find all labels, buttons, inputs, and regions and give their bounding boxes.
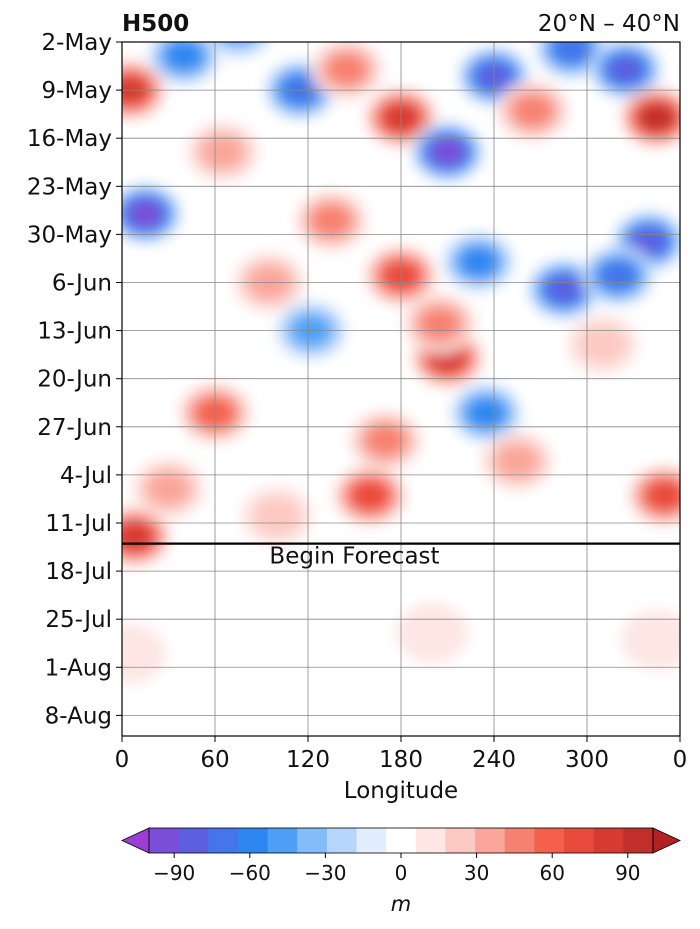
colorbar-segment-5 — [297, 828, 328, 853]
y-tick-label-7: 20-Jun — [37, 367, 112, 393]
y-tick-label-13: 1-Aug — [45, 655, 112, 681]
y-tick-label-0: 2-May — [42, 30, 112, 56]
colorbar-segment-7 — [356, 828, 387, 853]
colorbar-tick-label-6: 90 — [615, 861, 640, 885]
y-tick-label-8: 27-Jun — [37, 415, 112, 441]
colorbar-segment-14 — [564, 828, 595, 853]
x-tick-label-2: 120 — [286, 747, 330, 773]
colorbar-segment-9 — [415, 828, 446, 853]
anomaly-blob-16-level-5 — [460, 247, 497, 276]
colorbar-segment-10 — [445, 828, 476, 853]
anomaly-blob-26-level-4 — [366, 425, 405, 456]
title-right: 20°N – 40°N — [538, 11, 680, 37]
anomaly-blob-36-level-1 — [396, 602, 468, 663]
x-tick-label-0: 0 — [115, 747, 130, 773]
anomaly-blob-29-level-6 — [646, 482, 680, 509]
y-axis-ticks: 2-May 9-May 16-May 23-May 30-May 6-Jun 13-Jun 2… — [27, 30, 122, 729]
anomaly-blob-15-level-4 — [311, 205, 351, 236]
anomaly-blob-1-level-8 — [128, 201, 162, 227]
y-tick-label-11: 18-Jul — [45, 559, 112, 585]
anomaly-blob-12-level-8 — [640, 105, 674, 131]
colorbar-segment-3 — [237, 828, 269, 853]
anomaly-blob-10-level-6 — [553, 42, 590, 63]
colorbar-segment-8 — [386, 828, 417, 853]
colorbar-tick-label-4: 30 — [464, 861, 489, 885]
anomaly-blob-9-level-4 — [513, 95, 553, 126]
x-tick-label-5: 300 — [565, 747, 609, 773]
colorbar-segment-15 — [593, 828, 624, 853]
colorbar-segment-0 — [149, 828, 180, 853]
anomaly-blob-30-level-3 — [495, 444, 539, 478]
anomaly-blob-18-level-7 — [631, 228, 667, 255]
anomaly-blob-32-level-2 — [577, 324, 628, 365]
colorbar-segment-6 — [326, 828, 358, 853]
colorbar-segment-12 — [504, 828, 535, 853]
x-tick-label-4: 240 — [472, 747, 516, 773]
y-tick-label-6: 13-Jun — [37, 319, 112, 345]
anomaly-blob-5-level-4 — [327, 54, 367, 85]
colorbar-segment-1 — [178, 828, 209, 853]
colorbar-segment-2 — [208, 828, 239, 853]
anomaly-blob-13-level-3 — [201, 135, 245, 169]
anomaly-blob-11-level-7 — [608, 56, 643, 83]
anomaly-blob-3-level-3 — [220, 42, 257, 49]
colorbar-tick-label-2: −30 — [304, 861, 346, 885]
colorbar-segment-16 — [623, 828, 654, 853]
colorbar-label: m — [391, 892, 411, 916]
anomaly-blob-31-level-2 — [252, 496, 302, 537]
grid — [122, 42, 680, 736]
y-tick-label-2: 16-May — [27, 126, 112, 152]
anomaly-field — [122, 42, 680, 684]
colorbar-segment-4 — [267, 828, 298, 853]
colorbar-tick-label-5: 60 — [539, 861, 564, 885]
colorbar-tick-label-3: 0 — [395, 861, 408, 885]
y-tick-label-12: 25-Jul — [45, 607, 112, 633]
y-tick-label-10: 11-Jul — [45, 511, 112, 537]
y-tick-label-1: 9-May — [42, 78, 112, 104]
y-tick-label-9: 4-Jul — [60, 463, 112, 489]
anomaly-blob-2-level-5 — [165, 42, 203, 70]
colorbar-tick-label-0: −90 — [153, 861, 195, 885]
anomaly-blob-22-level-4 — [420, 308, 460, 339]
anomaly-blob-35-level-1 — [620, 609, 680, 670]
forecast-label: Begin Forecast — [269, 544, 439, 570]
x-axis-ticks: 0 60 120 180 240 300 0 — [115, 736, 688, 773]
anomaly-blob-33-level-3 — [147, 471, 190, 506]
colorbar-segment-13 — [534, 828, 565, 853]
anomaly-blob-34-level-1 — [122, 623, 166, 684]
anomaly-blob-17-level-7 — [546, 276, 581, 303]
colorbar-extend-low — [121, 827, 150, 854]
anomaly-blob-19-level-6 — [600, 262, 636, 289]
colorbar-segment-11 — [475, 828, 506, 853]
colorbar: −90 −60 −30 0 30 60 90 — [121, 827, 681, 885]
x-axis-label: Longitude — [344, 778, 458, 804]
x-tick-label-3: 180 — [379, 747, 423, 773]
y-tick-label-4: 30-May — [27, 222, 112, 248]
y-tick-label-5: 6-Jun — [52, 270, 112, 296]
title-left: H500 — [122, 11, 189, 37]
anomaly-blob-3-level-4 — [230, 42, 247, 44]
x-tick-label-1: 60 — [200, 747, 229, 773]
anomaly-blob-24-level-5 — [467, 399, 505, 428]
y-tick-label-14: 8-Aug — [45, 703, 112, 729]
colorbar-tick-label-1: −60 — [229, 861, 271, 885]
colorbar-extend-high — [652, 827, 681, 854]
x-tick-label-6: 0 — [673, 747, 688, 773]
anomaly-blob-7-level-8 — [430, 139, 465, 165]
y-tick-label-3: 23-May — [27, 174, 112, 200]
anomaly-blob-27-level-6 — [352, 482, 388, 509]
